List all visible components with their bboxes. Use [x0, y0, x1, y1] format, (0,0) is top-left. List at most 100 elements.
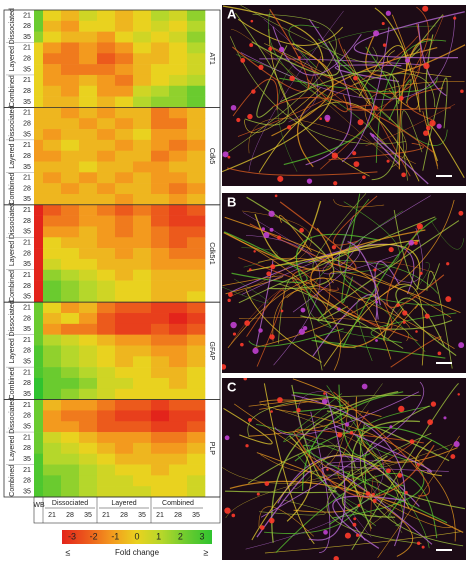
heat-cell — [151, 85, 170, 97]
cell-body — [277, 397, 283, 403]
heat-cell — [97, 96, 116, 108]
heat-cell — [133, 74, 152, 87]
heat-cell — [151, 118, 170, 130]
cell-body — [270, 410, 273, 413]
wb-label: WB — [33, 502, 45, 509]
heat-cell — [79, 345, 98, 357]
fiber — [401, 110, 423, 181]
fiber — [395, 284, 457, 357]
fiber — [256, 423, 383, 468]
heat-cell — [79, 399, 98, 411]
heat-cell — [43, 172, 62, 184]
heat-cell — [61, 129, 80, 141]
cell-body — [331, 152, 338, 159]
heat-cell — [34, 107, 43, 119]
column-day-label: 21 — [48, 512, 56, 519]
heat-cell — [34, 226, 43, 238]
fiber — [222, 275, 284, 295]
fiber — [374, 7, 421, 113]
heat-cell — [151, 215, 170, 227]
fiber — [249, 201, 357, 270]
heat-cell — [34, 410, 43, 422]
fiber — [278, 283, 404, 349]
heat-cell — [187, 356, 206, 368]
cell-body — [245, 444, 249, 448]
heat-cell — [115, 464, 134, 476]
cell-body — [264, 481, 270, 486]
heat-cell — [133, 464, 152, 476]
day-label: 35 — [23, 261, 31, 268]
fiber — [223, 231, 308, 283]
heat-cell — [61, 204, 80, 216]
fiber — [430, 220, 465, 250]
cell-body — [337, 307, 341, 311]
heat-cell — [34, 486, 43, 498]
cell-body — [362, 175, 366, 179]
fiber — [427, 124, 465, 178]
heat-cell — [187, 442, 206, 455]
heat-cell — [97, 421, 116, 433]
heat-cell — [34, 323, 43, 335]
heat-cell — [79, 96, 98, 108]
fiber — [387, 303, 420, 340]
colorbar-tick-label: -2 — [90, 531, 98, 541]
heat-cell — [151, 10, 170, 22]
fiber — [329, 271, 461, 313]
cell-body — [421, 545, 425, 549]
heat-cell — [133, 204, 152, 216]
heat-cell — [97, 356, 116, 368]
heat-cell — [151, 96, 170, 108]
heat-cell — [34, 161, 43, 173]
fiber — [297, 454, 377, 527]
heat-cell — [97, 10, 116, 22]
row-group-label: Dissociated — [9, 398, 16, 434]
heat-cell — [61, 226, 80, 238]
heat-cell — [187, 31, 206, 43]
heat-cell — [61, 258, 80, 271]
fiber — [256, 45, 288, 118]
cell-body — [333, 555, 339, 560]
cell-body — [269, 227, 274, 232]
fiber — [386, 225, 445, 308]
heat-cell — [115, 129, 134, 141]
heat-cell — [187, 453, 206, 465]
heat-cell — [97, 280, 116, 292]
heat-cell — [115, 432, 134, 444]
cell-body — [277, 235, 282, 240]
cell-body — [443, 416, 447, 420]
heat-cell — [97, 367, 116, 379]
fiber — [364, 227, 423, 283]
heat-cell — [79, 139, 98, 151]
heat-cell — [43, 334, 62, 346]
cell-body — [248, 268, 252, 272]
day-label: 35 — [23, 391, 31, 398]
heat-cell — [43, 486, 62, 498]
fiber — [299, 268, 393, 331]
heat-cell — [97, 432, 116, 444]
heat-cell — [79, 129, 98, 141]
fiber — [338, 38, 411, 177]
heat-cell — [61, 388, 80, 400]
heat-cell — [97, 377, 116, 390]
heat-cell — [97, 74, 116, 87]
heat-cell — [79, 356, 98, 368]
heat-cell — [34, 345, 43, 357]
heat-cell — [79, 421, 98, 433]
cell-body — [375, 339, 378, 342]
heat-cell — [34, 442, 43, 455]
heat-cell — [79, 150, 98, 162]
heat-cell — [97, 53, 116, 65]
heat-cell — [79, 388, 98, 400]
colorbar — [62, 530, 212, 544]
heat-cell — [151, 129, 170, 141]
heat-cell — [79, 377, 98, 390]
heat-cell — [151, 464, 170, 476]
heat-cell — [187, 323, 206, 335]
fiber — [232, 78, 279, 117]
heat-cell — [115, 345, 134, 357]
fiber — [223, 227, 334, 272]
heat-cell — [34, 118, 43, 130]
cell-body — [409, 439, 415, 444]
heat-cell — [61, 215, 80, 227]
fiber — [274, 391, 420, 436]
